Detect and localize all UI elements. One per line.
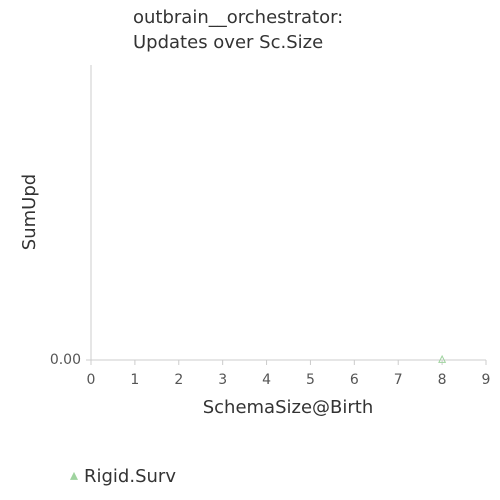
x-tick-label: 5 [306, 372, 315, 388]
legend-marker [69, 471, 79, 480]
x-tick-label: 4 [262, 372, 271, 388]
chart-title-line: Updates over Sc.Size [133, 32, 323, 53]
point [438, 354, 447, 363]
legend-label: Rigid.Surv [84, 466, 176, 487]
x-tick-label: 7 [394, 372, 403, 388]
y-axis-label: SumUpd [19, 174, 40, 250]
x-tick-label: 9 [482, 372, 491, 388]
x-tick-label: 1 [130, 372, 139, 388]
x-tick-label: 0 [87, 372, 96, 388]
x-tick-label: 8 [438, 372, 447, 388]
x-tick-label: 2 [174, 372, 183, 388]
chart-title-line: outbrain__orchestrator: [133, 7, 343, 28]
x-axis-label: SchemaSize@Birth [203, 397, 374, 418]
x-tick-label: 6 [350, 372, 359, 388]
y-tick-label: 0.00 [50, 352, 81, 368]
x-tick-label: 3 [218, 372, 227, 388]
